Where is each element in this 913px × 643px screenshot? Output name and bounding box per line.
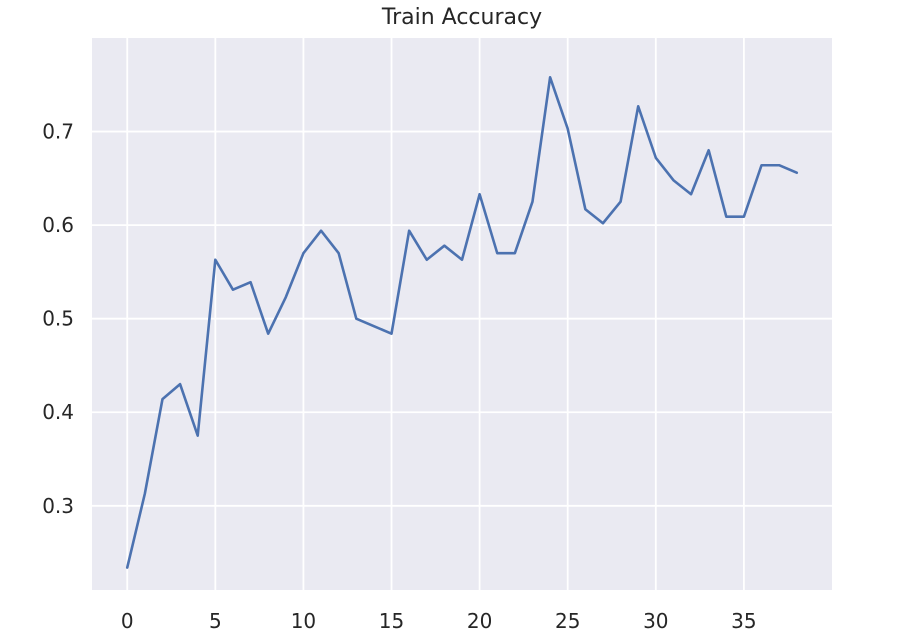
x-tick-label: 5 — [209, 609, 222, 633]
chart-title: Train Accuracy — [381, 5, 542, 30]
y-tick-label: 0.7 — [42, 120, 74, 144]
x-tick-label: 25 — [555, 609, 580, 633]
y-tick-label: 0.5 — [42, 307, 74, 331]
y-tick-label: 0.4 — [42, 400, 74, 424]
y-axis-ticks: 0.3 0.4 0.5 0.6 0.7 — [42, 120, 74, 518]
series-line-train-accuracy — [125, 75, 799, 569]
x-tick-label: 20 — [467, 609, 492, 633]
x-tick-label: 10 — [291, 609, 316, 633]
x-axis-ticks: 0 5 10 15 20 25 30 35 — [121, 609, 757, 633]
x-tick-label: 15 — [379, 609, 404, 633]
x-tick-label: 0 — [121, 609, 134, 633]
y-tick-label: 0.6 — [42, 213, 74, 237]
y-tick-label: 0.3 — [42, 494, 74, 518]
x-tick-label: 30 — [643, 609, 668, 633]
x-tick-label: 35 — [731, 609, 756, 633]
plot-area — [92, 38, 832, 590]
